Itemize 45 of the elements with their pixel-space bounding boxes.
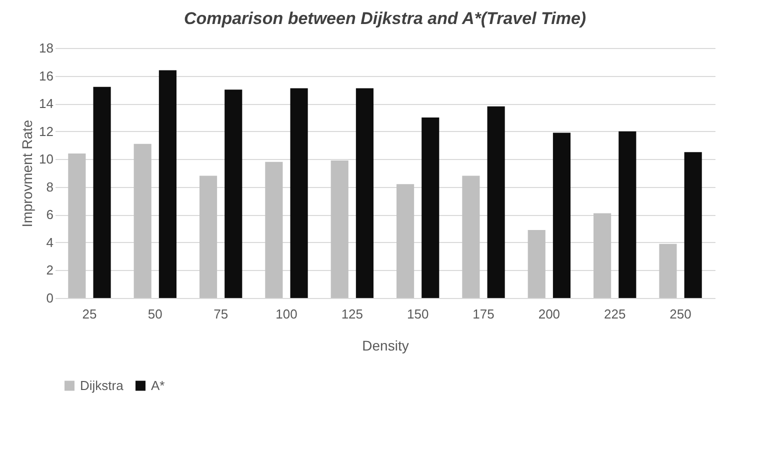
bar (528, 230, 546, 298)
legend-label: Dijkstra (80, 378, 124, 393)
x-tick-label: 150 (406, 306, 429, 322)
y-tick-label: 18 (39, 40, 54, 56)
y-axis-title: Improvment Rate (19, 120, 36, 228)
x-tick-label: 225 (604, 306, 626, 322)
bar (134, 144, 152, 298)
bar (224, 90, 242, 298)
bar (422, 117, 440, 298)
bar (158, 70, 176, 298)
bar (356, 88, 374, 298)
bar (618, 131, 636, 298)
bar (684, 152, 702, 298)
y-tick-label: 8 (46, 179, 54, 194)
x-tick-label: 125 (341, 306, 364, 322)
y-tick-label: 6 (46, 207, 54, 222)
bar (93, 86, 111, 298)
x-tick-label: 75 (214, 306, 228, 322)
y-tick-label: 4 (46, 234, 54, 250)
bar (659, 244, 677, 298)
x-tick-label: 250 (670, 306, 692, 322)
bar (594, 213, 612, 298)
y-tick-label: 2 (46, 262, 54, 278)
bar (552, 132, 571, 298)
chart-title: Comparison between Dijkstra and A*(Travel Time) (184, 9, 586, 28)
bar (290, 88, 308, 298)
y-tick-label: 12 (39, 124, 54, 139)
bar (330, 160, 348, 298)
legend-label: A* (151, 378, 165, 393)
x-tick-label: 50 (148, 306, 162, 322)
x-tick-label: 100 (276, 306, 298, 322)
x-tick-label: 200 (538, 306, 560, 322)
x-tick-label: 175 (472, 306, 494, 322)
y-tick-label: 10 (39, 152, 54, 167)
bar (68, 154, 86, 298)
y-tick-label: 14 (39, 96, 54, 112)
y-tick-label: 0 (46, 290, 54, 306)
bar (396, 184, 414, 298)
bar (462, 176, 480, 298)
bar (265, 162, 283, 298)
x-tick-label: 25 (82, 306, 97, 322)
y-tick-label: 16 (39, 68, 54, 84)
bar (487, 106, 505, 298)
x-axis-title: Density (362, 338, 409, 354)
bar (199, 176, 218, 298)
